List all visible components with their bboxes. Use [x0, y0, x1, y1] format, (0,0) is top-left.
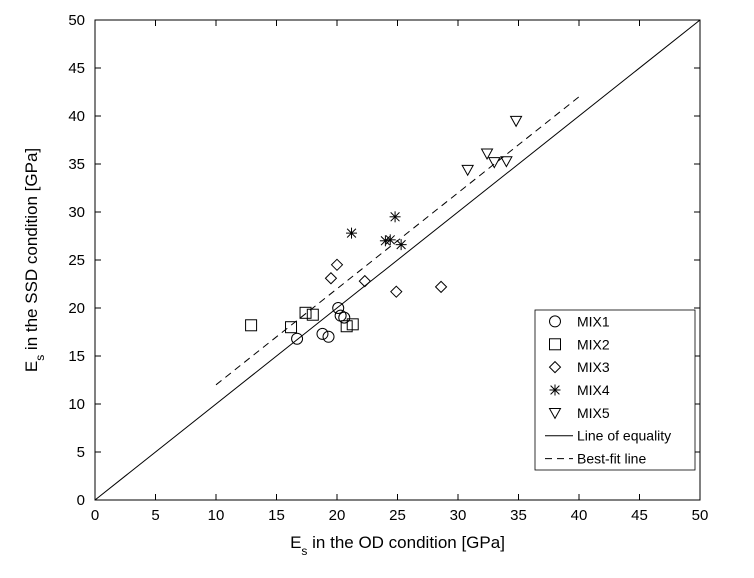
legend-label: Best-fit line [577, 451, 646, 467]
marker-asterisk [396, 239, 407, 250]
y-tick-label: 35 [68, 156, 85, 173]
marker-asterisk [385, 234, 396, 245]
legend: MIX1 MIX2 MIX3 MIX4 MIX5 Line of equality Best… [535, 310, 695, 470]
legend-label: MIX3 [577, 359, 610, 375]
marker-tri-down [511, 116, 522, 126]
y-tick-label: 40 [68, 108, 85, 125]
marker-square [246, 320, 257, 331]
marker-diamond [332, 259, 343, 270]
marker-tri-down [462, 165, 473, 175]
marker-diamond [391, 286, 402, 297]
marker-tri-down [489, 158, 500, 168]
marker-diamond [359, 276, 370, 287]
legend-label: MIX5 [577, 405, 610, 421]
series-mix2 [246, 307, 359, 332]
x-tick-label: 30 [450, 507, 467, 524]
marker-circle [339, 312, 350, 323]
marker-circle [317, 328, 328, 339]
marker-circle [292, 333, 303, 344]
y-tick-label: 45 [68, 60, 85, 77]
marker-asterisk [390, 211, 401, 222]
y-tick-label: 30 [68, 204, 85, 221]
legend-label: Line of equality [577, 428, 671, 444]
legend-label: MIX4 [577, 382, 610, 398]
y-tick-label: 0 [77, 492, 85, 509]
y-tick-label: 15 [68, 348, 85, 365]
x-tick-label: 20 [329, 507, 346, 524]
x-tick-label: 45 [631, 507, 648, 524]
marker-circle [333, 303, 344, 314]
x-tick-label: 40 [571, 507, 588, 524]
y-tick-label: 20 [68, 300, 85, 317]
marker-circle [323, 331, 334, 342]
series-mix3 [325, 259, 446, 297]
x-tick-label: 15 [268, 507, 285, 524]
x-tick-label: 50 [692, 507, 709, 524]
y-tick-label: 5 [77, 444, 85, 461]
marker-square [286, 322, 297, 333]
x-tick-label: 35 [510, 507, 527, 524]
series-mix4 [346, 211, 407, 250]
marker-diamond [436, 281, 447, 292]
x-tick-label: 0 [91, 507, 99, 524]
x-tick-label: 25 [389, 507, 406, 524]
marker-diamond [325, 273, 336, 284]
chart-container: 0 5 10 15 20 25 30 35 40 45 50 0 5 10 15 20 25 30 35 40 45 50… [0, 0, 754, 578]
x-axis-label: Es in the OD condition [GPa] [290, 533, 505, 558]
scatter-chart: 0 5 10 15 20 25 30 35 40 45 50 0 5 10 15 20 25 30 35 40 45 50… [0, 0, 754, 578]
marker-tri-down [501, 157, 512, 167]
legend-label: MIX2 [577, 336, 610, 352]
legend-label: MIX1 [577, 313, 610, 329]
y-tick-label: 25 [68, 252, 85, 269]
marker-asterisk [346, 228, 357, 239]
y-tick-label: 10 [68, 396, 85, 413]
x-tick-label: 5 [151, 507, 159, 524]
marker-asterisk [550, 385, 561, 396]
y-tick-label: 50 [68, 12, 85, 29]
x-tick-label: 10 [208, 507, 225, 524]
y-axis-label: Es in the SSD condition [GPa] [22, 148, 47, 372]
